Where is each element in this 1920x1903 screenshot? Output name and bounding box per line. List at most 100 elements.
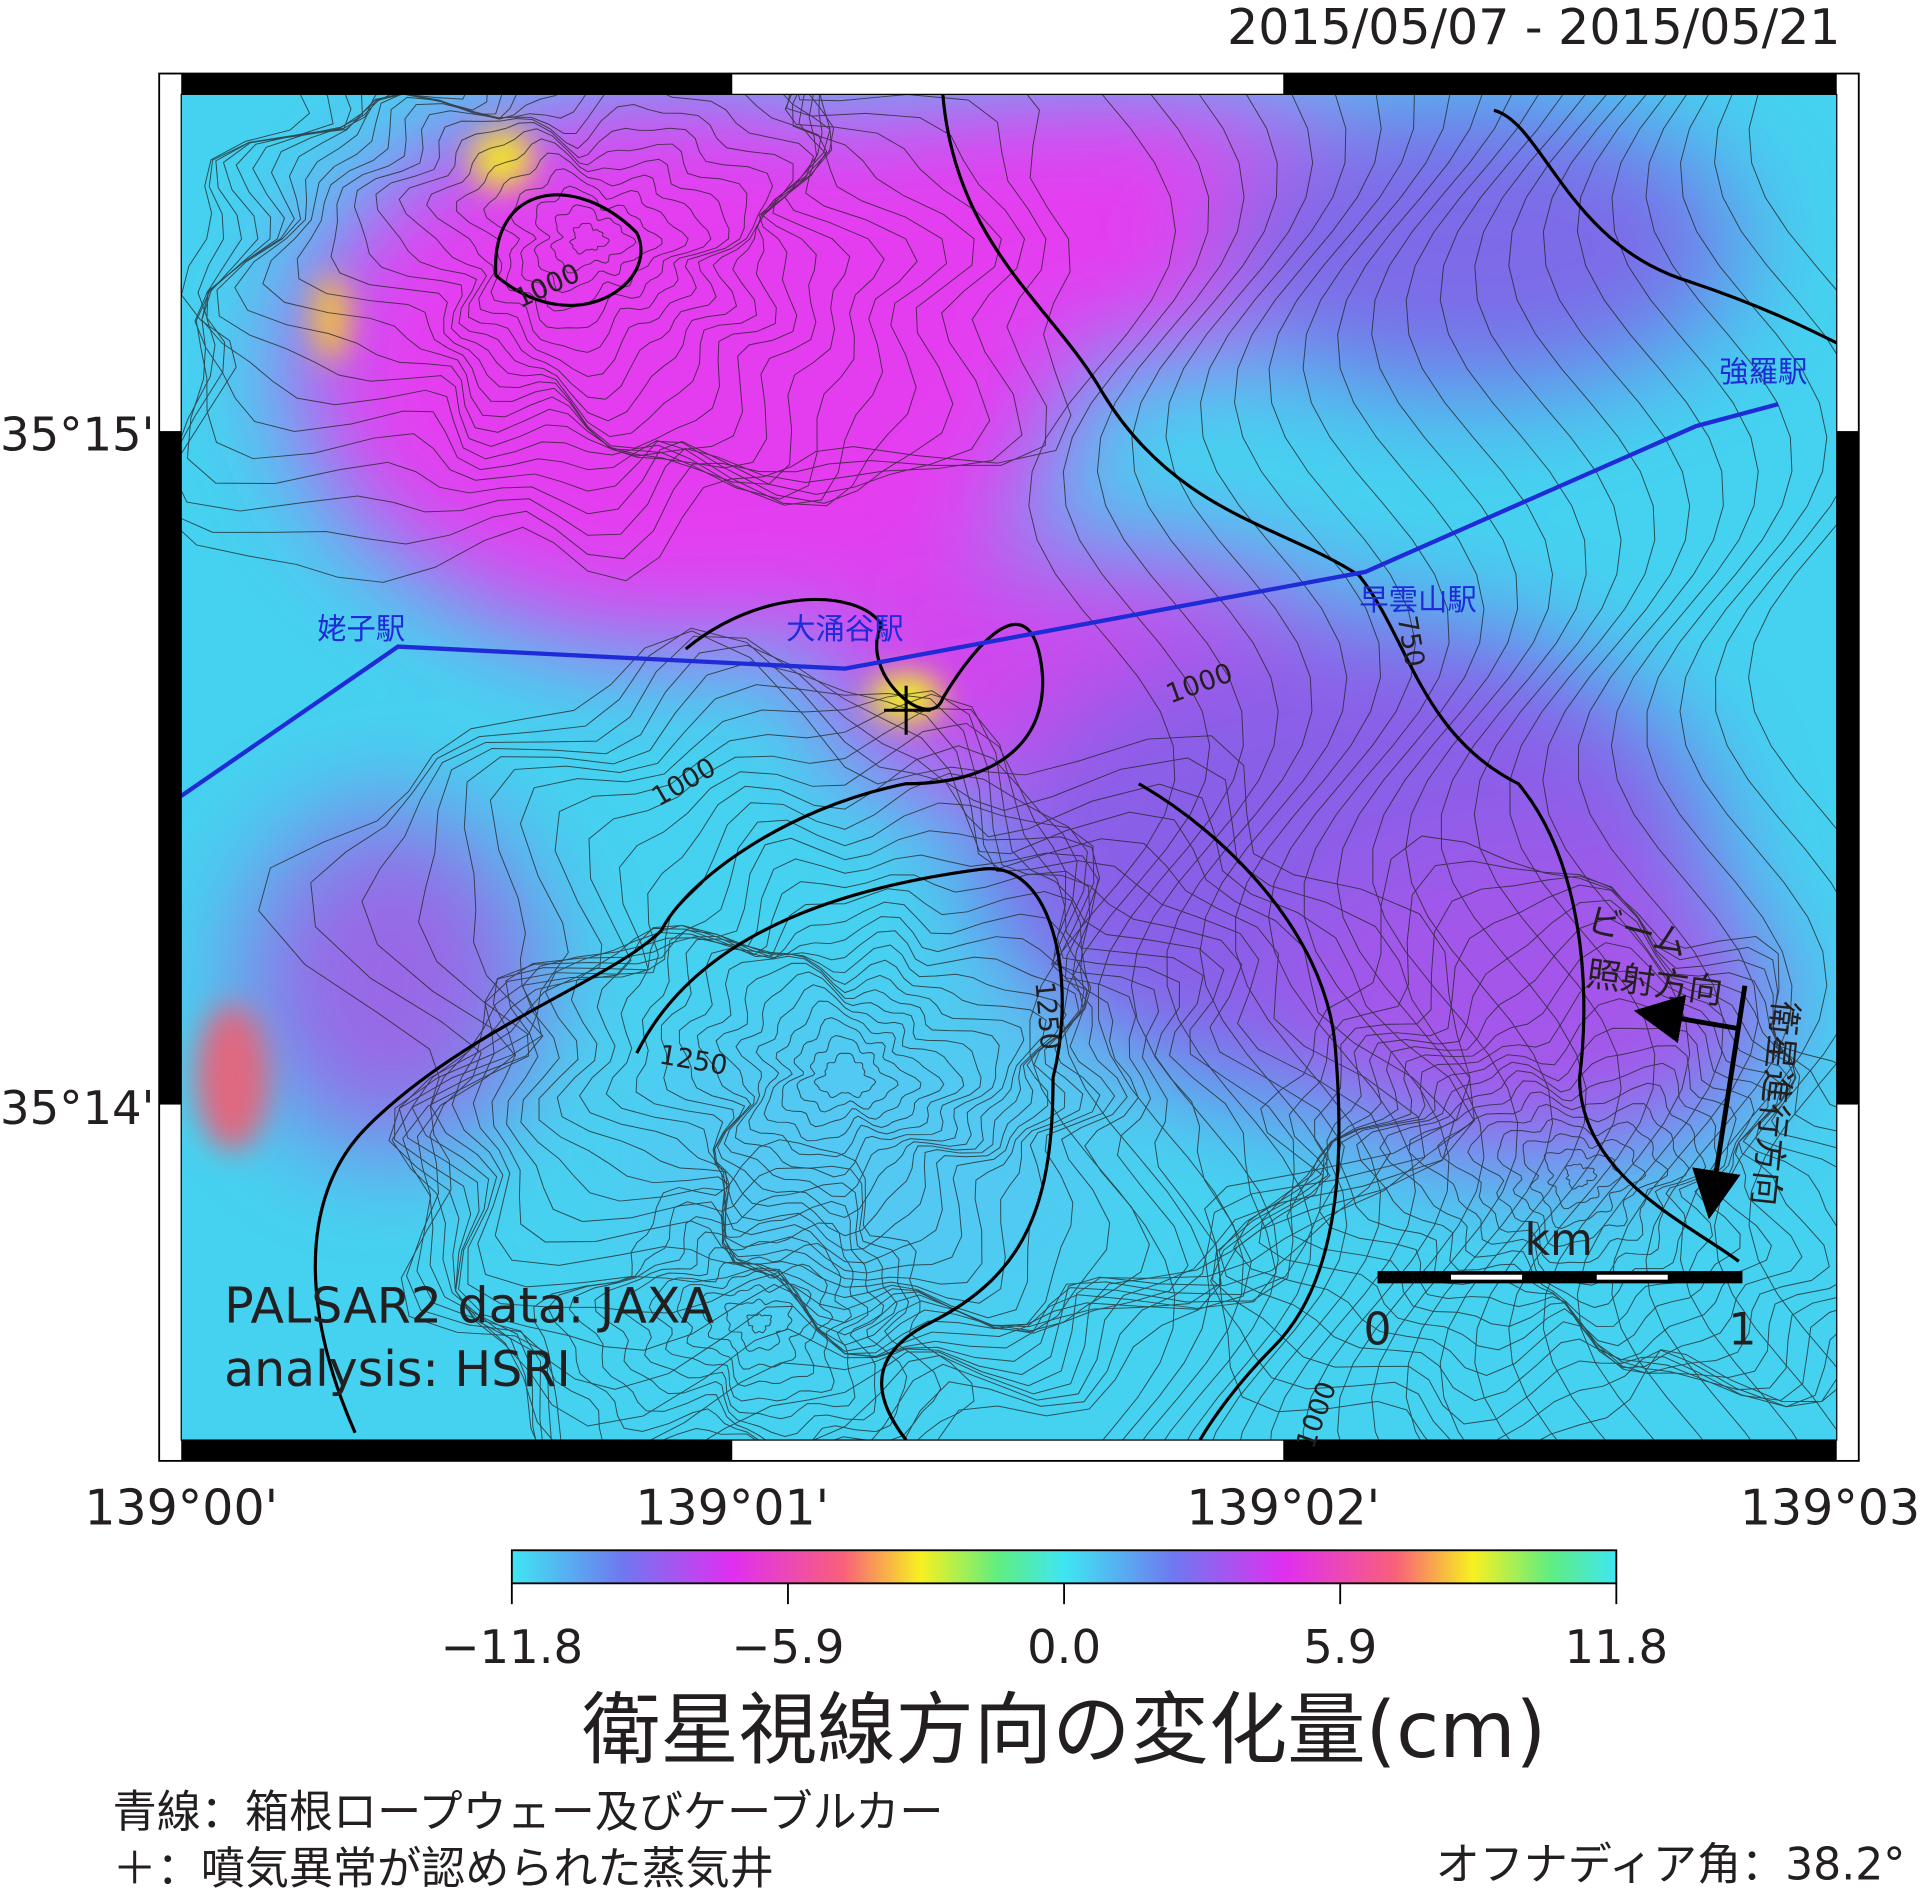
credit: analysis: HSRI bbox=[224, 1341, 571, 1398]
contour-line bbox=[1234, 94, 1382, 1441]
lon-label: 139°00' bbox=[84, 1480, 278, 1537]
contour-line bbox=[201, 94, 918, 506]
contour-line bbox=[1286, 942, 1830, 1374]
contour-line bbox=[181, 94, 1048, 560]
lon-label: 139°02' bbox=[1186, 1480, 1380, 1537]
colorbar-tick-label: 5.9 bbox=[1303, 1620, 1377, 1674]
contour-line bbox=[1199, 94, 1348, 1441]
contour-line bbox=[1714, 94, 1837, 1431]
colorbar bbox=[510, 1549, 1618, 1585]
contour-line bbox=[1439, 94, 1587, 1441]
contour-line bbox=[398, 693, 1295, 1390]
scale-bar bbox=[1377, 1271, 1743, 1284]
contour-line bbox=[491, 802, 1150, 1336]
contour-line bbox=[483, 152, 712, 329]
contour-line bbox=[394, 690, 1345, 1427]
map-frame bbox=[158, 72, 1860, 1462]
contour-line bbox=[648, 1242, 852, 1402]
contour-line bbox=[1645, 94, 1793, 1441]
contour-line bbox=[186, 94, 1002, 515]
contour-line bbox=[1218, 835, 1837, 1441]
contour-line bbox=[660, 938, 1067, 1251]
contour-line bbox=[724, 1298, 793, 1352]
contour-line bbox=[216, 94, 885, 500]
contour-line bbox=[533, 1139, 975, 1441]
contour-line bbox=[1268, 94, 1416, 1441]
contour-line bbox=[1096, 94, 1245, 1441]
contour-line bbox=[678, 948, 1047, 1237]
beam-arrow bbox=[1633, 994, 1740, 1044]
flight-arrow bbox=[1692, 985, 1748, 1220]
colorbar-tick-label: 11.8 bbox=[1565, 1620, 1669, 1674]
contour-line bbox=[1437, 1082, 1707, 1286]
contour-line bbox=[702, 1283, 814, 1370]
index-contours bbox=[313, 94, 1837, 1441]
contour-line bbox=[258, 630, 1471, 1441]
contour-line bbox=[568, 1182, 908, 1441]
contour-line bbox=[620, 1222, 869, 1420]
contour-line bbox=[696, 955, 1025, 1218]
contour-line bbox=[734, 971, 982, 1178]
contour-line bbox=[569, 222, 610, 255]
contour-line bbox=[1748, 94, 1837, 1369]
contour-line bbox=[451, 745, 1222, 1352]
contour-line bbox=[676, 1263, 834, 1387]
contour-line bbox=[1218, 884, 1837, 1402]
scale-label: 0 bbox=[1364, 1305, 1392, 1356]
contour-label: 1250 bbox=[1028, 980, 1065, 1051]
contour-line bbox=[411, 708, 1277, 1357]
contour-line bbox=[402, 644, 1456, 1441]
contour-line bbox=[1130, 94, 1279, 1441]
contour-line bbox=[796, 1035, 899, 1113]
contour-line bbox=[550, 204, 637, 274]
contour-line bbox=[310, 627, 1475, 1441]
contour-line bbox=[1062, 94, 1211, 1441]
contour-line bbox=[1302, 94, 1451, 1441]
colorbar-tick-label: −5.9 bbox=[731, 1620, 844, 1674]
station-label: 大涌谷駅 bbox=[786, 612, 904, 646]
contour-line bbox=[1211, 875, 1837, 1425]
contour-line bbox=[1371, 94, 1519, 1441]
credit: PALSAR2 data: JAXA bbox=[224, 1278, 714, 1335]
contour-line bbox=[296, 94, 833, 457]
station-label: 姥子駅 bbox=[317, 612, 405, 646]
contour-line bbox=[578, 901, 1092, 1285]
scale-label: 1 bbox=[1728, 1305, 1756, 1356]
contour-line bbox=[635, 929, 1080, 1264]
note: 青線：箱根ロープウェー及びケーブルカー bbox=[113, 1787, 944, 1838]
contour-line bbox=[1522, 1133, 1647, 1229]
contour-line bbox=[1467, 1103, 1690, 1264]
contour-line bbox=[813, 1052, 877, 1098]
cable-line bbox=[181, 402, 1779, 798]
contour-line bbox=[1379, 1045, 1737, 1328]
colorbar-tick-label: 0.0 bbox=[1027, 1620, 1101, 1674]
contour-line bbox=[505, 830, 1128, 1333]
date-range: 2015/05/07 - 2015/05/21 bbox=[1227, 0, 1840, 56]
contour-line bbox=[1233, 899, 1837, 1391]
contour-line bbox=[1497, 1118, 1669, 1248]
contour-line bbox=[533, 185, 663, 294]
station-label: 強羅駅 bbox=[1719, 355, 1807, 389]
contour-line bbox=[375, 104, 794, 422]
contour-line bbox=[1610, 94, 1759, 1441]
contour-line bbox=[1542, 94, 1691, 1441]
contour-line bbox=[594, 1200, 885, 1438]
contour-line bbox=[398, 122, 774, 400]
contour-line bbox=[430, 722, 1252, 1355]
contour-line bbox=[1564, 1163, 1598, 1190]
lon-label: 139°01' bbox=[635, 1480, 829, 1537]
contour-line bbox=[556, 888, 1090, 1304]
contour-line bbox=[781, 1017, 922, 1128]
steam-well-marker bbox=[884, 685, 931, 735]
contour-line bbox=[262, 94, 835, 469]
contour-line bbox=[547, 1165, 942, 1441]
contour-line bbox=[1336, 94, 1485, 1441]
contour-line bbox=[1165, 94, 1314, 1441]
contour-line bbox=[748, 984, 965, 1158]
contour-line bbox=[1543, 1148, 1622, 1210]
contour-line bbox=[195, 94, 975, 504]
contour-line bbox=[538, 870, 1101, 1319]
contour-line bbox=[1679, 94, 1828, 1441]
contour-line bbox=[1028, 94, 1177, 1441]
contour-line bbox=[746, 1313, 773, 1334]
